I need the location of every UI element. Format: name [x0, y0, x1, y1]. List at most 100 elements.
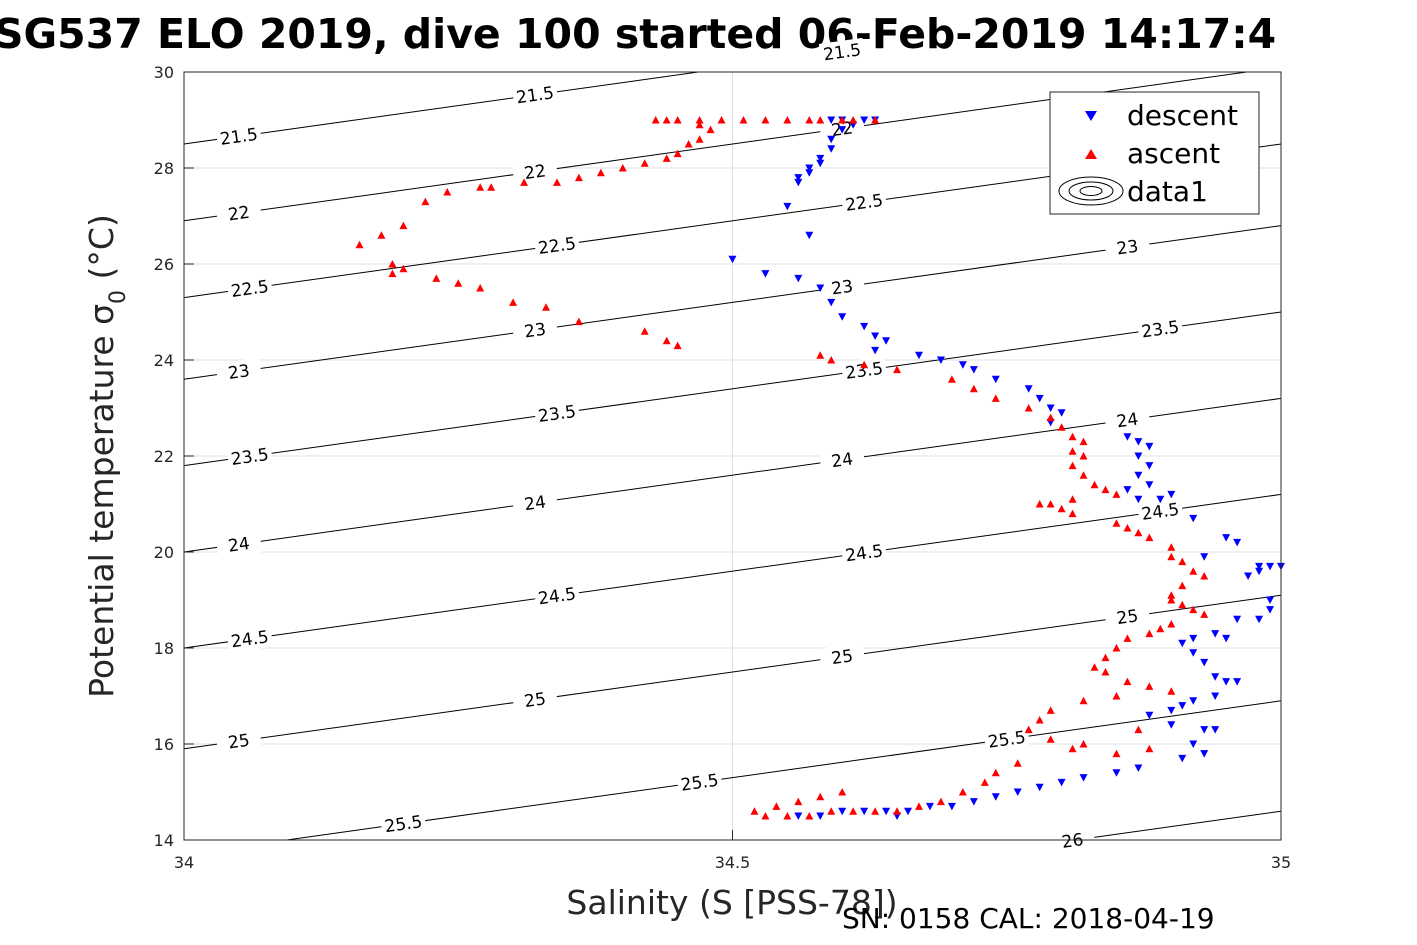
ascent-point: [1200, 572, 1209, 580]
y-tick-label: 28: [154, 159, 174, 178]
descent-point: [816, 812, 825, 820]
ascent-point: [520, 178, 529, 186]
contour-label-bg: [533, 581, 581, 610]
y-axis-label-subscript: 0: [106, 290, 131, 304]
ascent-point: [476, 183, 485, 191]
descent-point: [783, 202, 792, 211]
ascent-point: [816, 116, 825, 124]
contour-label: 25: [523, 689, 547, 712]
ascent-point: [1145, 682, 1154, 690]
descent-point: [1233, 615, 1242, 624]
descent-point: [1222, 634, 1231, 643]
descent-point: [1035, 783, 1044, 792]
contour-label-bg: [533, 399, 581, 428]
descent-point: [1189, 649, 1198, 657]
contour-label-bg: [226, 274, 274, 303]
ascent-point: [454, 279, 463, 287]
ascent-point: [487, 183, 496, 191]
ascent-point: [717, 116, 726, 124]
ascent-point: [388, 260, 397, 268]
ascent-point: [1167, 591, 1176, 599]
ascent-point: [1079, 740, 1088, 748]
contour-line: [183, 493, 1282, 649]
descent-point: [794, 274, 803, 283]
ascent-point: [684, 140, 693, 148]
descent-point: [1178, 754, 1187, 763]
ascent-point: [860, 360, 869, 369]
descent-point: [958, 361, 967, 369]
ascent-point: [574, 317, 583, 326]
y-tick-label: 16: [154, 735, 174, 754]
descent-point: [904, 807, 913, 816]
contour-label-bg: [215, 199, 263, 228]
y-axis-label-main: Potential temperature σ: [82, 304, 121, 698]
x-tick-label: 34.5: [715, 853, 751, 872]
ascent-point: [1090, 663, 1099, 671]
descent-point: [1211, 726, 1220, 734]
contour-label-bg: [1104, 233, 1151, 262]
ascent-point: [1046, 500, 1055, 508]
contour-label-bg: [511, 316, 559, 344]
contour-label-bg: [226, 442, 274, 471]
ascent-point: [1068, 447, 1077, 455]
ascent-point: [695, 120, 704, 129]
contour-label-bg: [215, 357, 263, 386]
y-axis-label-unit: (°C): [82, 214, 121, 290]
descent-point: [1134, 471, 1143, 480]
contour-label-bg: [840, 356, 888, 385]
descent-point: [827, 116, 836, 124]
descent-point: [991, 375, 1000, 384]
descent-point: [1189, 740, 1198, 748]
contour-label: 24: [523, 492, 547, 515]
ascent-point: [750, 807, 759, 815]
descent-point: [827, 135, 836, 144]
ascent-point: [1189, 605, 1198, 614]
ascent-point: [1046, 413, 1055, 422]
descent-point: [1167, 721, 1176, 729]
descent-point: [1233, 678, 1242, 686]
ascent-point: [969, 384, 978, 393]
contour-label: 23: [830, 277, 854, 300]
contour-label: 22: [523, 161, 547, 184]
contour-label-bg: [1104, 405, 1151, 434]
ascent-point: [1068, 509, 1077, 518]
descent-point: [969, 798, 978, 806]
ascent-point: [574, 173, 583, 182]
ascent-point: [1167, 543, 1176, 551]
ascent-point: [695, 116, 704, 124]
ascent-point: [618, 164, 627, 172]
ascent-point: [399, 264, 408, 273]
ascent-point: [662, 336, 671, 345]
y-tick-label: 24: [154, 351, 174, 370]
ascent-point: [1123, 524, 1132, 532]
ascent-point: [958, 788, 967, 796]
descent-point: [1167, 706, 1176, 715]
descent-point: [838, 126, 847, 134]
contour-label-bg: [215, 530, 263, 559]
contour-label-bg: [1104, 602, 1151, 631]
descent-point: [816, 284, 825, 292]
y-tick-label: 30: [154, 63, 174, 82]
ascent-point: [893, 807, 902, 815]
contour-label-bg: [511, 685, 559, 714]
ascent-point: [1123, 634, 1132, 642]
descent-point: [1266, 596, 1275, 604]
ascent-point: [991, 394, 1000, 402]
ascent-point: [1112, 490, 1121, 498]
descent-point: [1233, 538, 1242, 547]
contour-line: [183, 71, 699, 145]
chart-title: SG537 ELO 2019, dive 100 started 06-Feb-…: [0, 10, 1276, 58]
contour-label: 23: [227, 361, 251, 384]
ascent-point: [640, 159, 649, 167]
ascent-point: [1046, 735, 1055, 743]
legend-box: [1049, 91, 1260, 215]
ascent-point: [1046, 706, 1055, 714]
legend-ascent-marker: [1085, 149, 1097, 159]
ascent-point: [552, 178, 561, 186]
ascent-point: [1145, 533, 1154, 542]
descent-point: [925, 802, 934, 811]
contour-label: 24: [830, 449, 854, 472]
descent-point: [871, 346, 880, 355]
ascent-point: [1057, 504, 1066, 513]
